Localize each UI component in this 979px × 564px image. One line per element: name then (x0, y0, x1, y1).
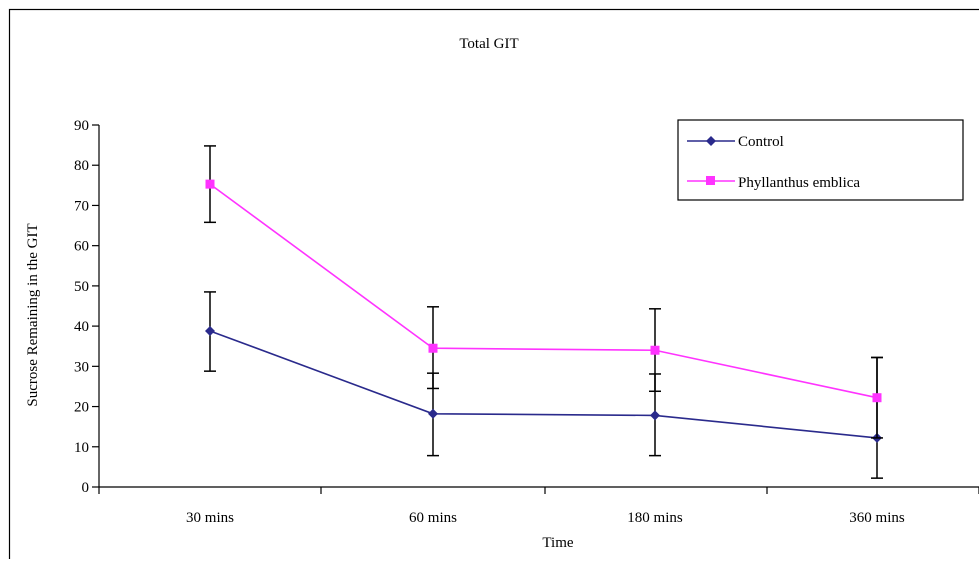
y-tick-label: 10 (74, 440, 89, 456)
y-tick-label: 50 (74, 279, 89, 295)
x-tick-label: 30 mins (186, 510, 234, 526)
y-tick-label: 70 (74, 198, 89, 214)
y-tick-label: 30 (74, 359, 89, 375)
y-tick-label: 40 (74, 319, 89, 335)
y-tick-label: 20 (74, 400, 89, 416)
x-tick-label: 60 mins (409, 510, 457, 526)
y-tick-label: 60 (74, 239, 89, 255)
x-axis-label: Time (542, 535, 573, 551)
y-axis-label: Sucrose Remaining in the GIT (25, 223, 41, 406)
y-tick-label: 0 (82, 480, 90, 496)
chart-title: Total GIT (459, 36, 518, 52)
chart-frame (10, 10, 979, 560)
data-point-phyllanthus (206, 180, 215, 189)
data-point-phyllanthus (429, 344, 438, 353)
x-tick-label: 360 mins (849, 510, 905, 526)
legend: Control Phyllanthus emblica (678, 120, 963, 200)
y-tick-label: 80 (74, 158, 89, 174)
legend-label-control: Control (738, 134, 784, 150)
x-tick-label: 180 mins (627, 510, 683, 526)
y-tick-label: 90 (74, 118, 89, 134)
legend-marker-phyllanthus (706, 176, 715, 185)
data-point-phyllanthus (873, 393, 882, 402)
data-point-phyllanthus (651, 346, 660, 355)
legend-label-phyllanthus: Phyllanthus emblica (738, 175, 860, 191)
